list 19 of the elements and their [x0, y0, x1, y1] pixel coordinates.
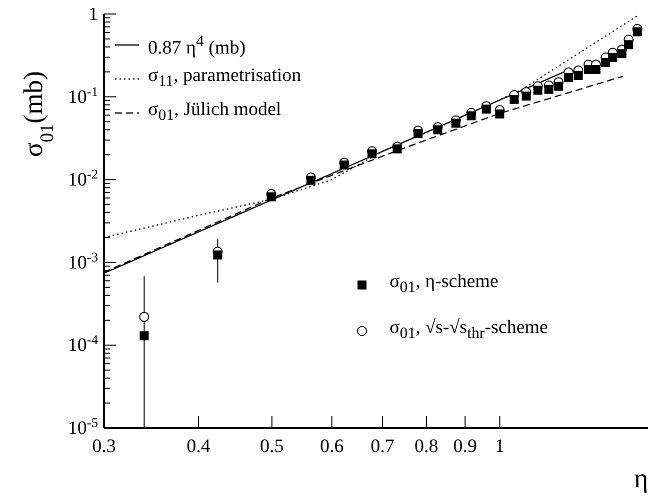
x-tick-label: 0.8 — [414, 436, 438, 457]
x-tick-label: 0.4 — [186, 436, 211, 457]
y-tick-label: 10$^{-1}$ — [68, 83, 98, 108]
y-tick-label: 10$^{-4}$ — [68, 332, 98, 356]
x-tick-label: 0.6 — [320, 436, 344, 457]
x-tick-label: 0.3 — [92, 436, 116, 457]
x-tick-label: 0.5 — [260, 436, 284, 457]
legend-label: σ$_{11}$, parametrisation — [148, 64, 302, 92]
y-tick-label: 10$^{-3}$ — [68, 248, 98, 274]
x-tick-label: 0.7 — [370, 436, 394, 457]
legend-label: 0.87 η$^{4}$ (mb) — [148, 32, 246, 60]
legend-label: σ$_{01}$, Jülich model — [148, 98, 282, 126]
x-tick-label: 0.9 — [453, 436, 477, 457]
y-tick-label: 10$^{-5}$ — [68, 414, 98, 439]
x-tick-label: 1 — [494, 436, 504, 457]
legend-label: σ$_{01}$, η-scheme — [390, 270, 498, 298]
legend-label: σ$_{01}$, √s-√s$_{thr}$-scheme — [390, 316, 548, 344]
y-tick-label: 10$^{-2}$ — [68, 166, 98, 191]
x-axis-title: η — [634, 463, 648, 493]
